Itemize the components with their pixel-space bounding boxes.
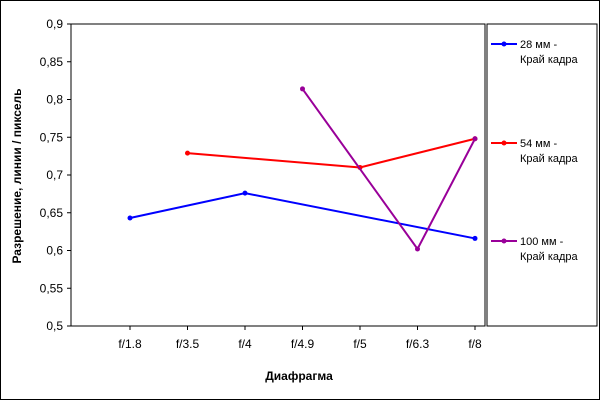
- x-tick-label: f/5: [353, 337, 367, 351]
- legend-label: Край кадра: [520, 153, 579, 165]
- legend-label: Край кадра: [520, 54, 579, 66]
- series-point-1: [242, 190, 248, 196]
- legend-label: 28 мм -: [520, 39, 557, 51]
- y-tick-label: 0,9: [46, 17, 63, 31]
- series-point-1: [472, 235, 478, 241]
- legend-swatch-marker: [501, 238, 507, 244]
- x-tick-label: f/1.8: [118, 337, 142, 351]
- legend: 28 мм - Край кадра 54 мм - Край кадра 100 мм…: [491, 39, 579, 263]
- series-point-2: [185, 150, 190, 156]
- y-tick-label: 0,7: [46, 168, 63, 182]
- legend-label: 100 мм -: [520, 236, 564, 248]
- legend-label: Край кадра: [520, 251, 579, 263]
- y-tick-label: 0,75: [40, 130, 64, 144]
- series-point-3: [415, 246, 420, 252]
- x-tick-label: f/8: [468, 337, 482, 351]
- legend-label: 54 мм -: [520, 138, 557, 150]
- x-axis-ticks: f/1.8 f/3.5 f/4 f/4.9 f/5 f/6.3 f/8: [118, 326, 482, 351]
- legend-box: [486, 23, 598, 327]
- y-tick-label: 0,65: [40, 206, 64, 220]
- y-tick-label: 0,8: [46, 93, 63, 107]
- y-tick-label: 0,6: [46, 244, 63, 258]
- y-axis-title: Разрешение, линии / пиксель: [10, 88, 24, 263]
- series-point-3: [472, 136, 478, 142]
- series-point-3: [300, 86, 305, 92]
- series-point-1: [127, 215, 133, 221]
- x-axis-title: Диафрагма: [265, 369, 333, 383]
- plot-area: [70, 23, 486, 327]
- y-tick-label: 0,85: [40, 55, 64, 69]
- y-tick-label: 0,55: [40, 281, 64, 295]
- series-layer: [127, 86, 478, 252]
- y-axis-ticks: 0,5 0,55 0,6 0,65 0,7 0,75 0,8 0,85 0,9: [40, 17, 71, 333]
- legend-swatch-marker: [501, 41, 507, 47]
- x-tick-label: f/4.9: [291, 337, 315, 351]
- x-tick-label: f/4: [238, 337, 252, 351]
- x-tick-label: f/3.5: [176, 337, 200, 351]
- legend-swatch-marker: [501, 140, 507, 146]
- y-tick-label: 0,5: [46, 319, 63, 333]
- x-tick-label: f/6.3: [406, 337, 430, 351]
